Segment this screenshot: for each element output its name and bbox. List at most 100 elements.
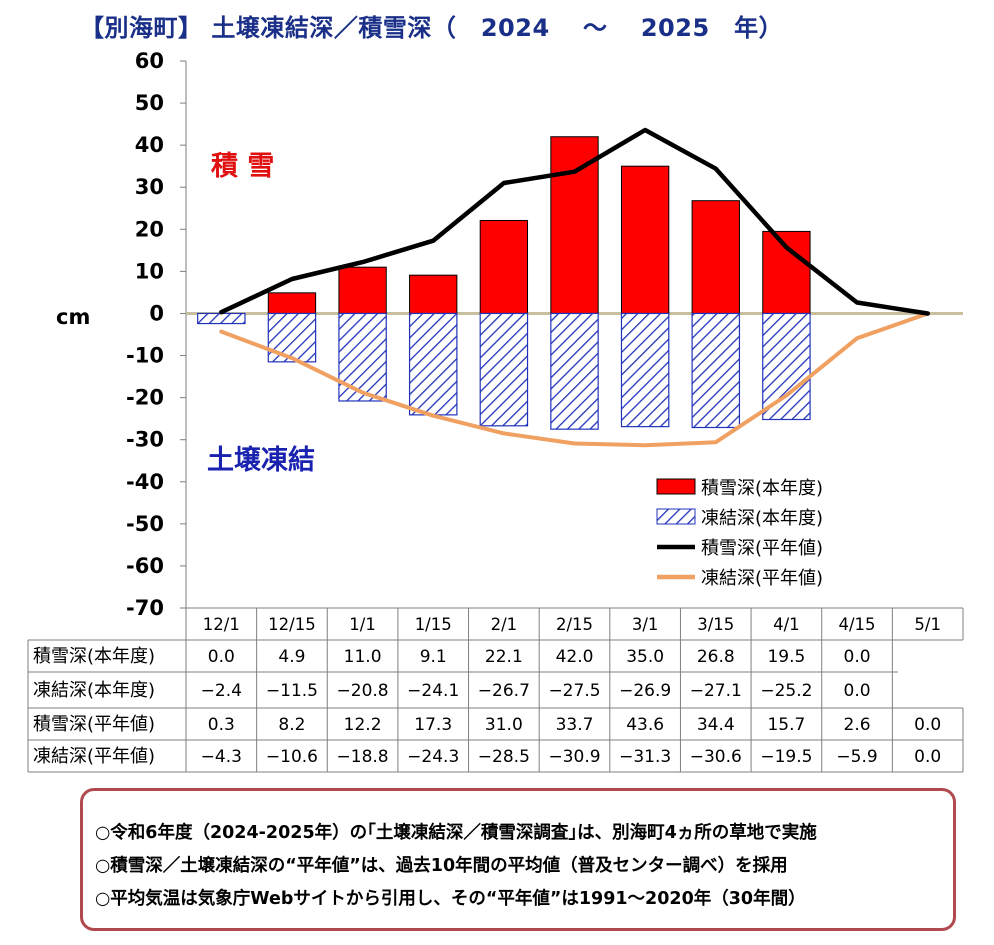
table-cell: 0.3: [208, 715, 235, 735]
snow-bar: [479, 219, 529, 314]
table-cell: 0.0: [914, 715, 941, 735]
y-tick-label: -60: [126, 554, 164, 578]
table-cell: −31.3: [619, 747, 671, 767]
legend-label: 積雪深(平年値): [701, 538, 823, 559]
x-tick-label: 5/1: [914, 615, 941, 634]
table-cell: −24.1: [407, 681, 459, 701]
snow-annotation: 積 雪: [211, 151, 274, 182]
table-cell: 42.0: [556, 647, 594, 667]
y-tick-label: -30: [126, 428, 164, 452]
y-axis-label: cm: [56, 305, 90, 329]
x-tick-label: 1/1: [349, 615, 376, 634]
y-tick-label: 30: [135, 175, 164, 199]
table-cell: −4.3: [201, 747, 242, 767]
frost-bar: [550, 312, 599, 430]
table-cell: −2.4: [201, 681, 242, 701]
table-cell: 11.0: [344, 647, 382, 667]
snow-bar: [762, 230, 811, 314]
chart-title: 【別海町】 土壌凍結深／積雪深（ 2024 ～ 2025 年）: [80, 14, 784, 42]
y-tick-label: 60: [135, 49, 164, 73]
table-row-header: 積雪深(本年度): [33, 646, 155, 667]
table-cell: −25.2: [760, 681, 812, 701]
table-row-header: 積雪深(平年値): [33, 714, 155, 735]
x-tick-label: 3/1: [632, 615, 659, 634]
table-cell: 0.0: [208, 647, 235, 667]
frost-bar: [197, 312, 246, 325]
table-cell: −18.8: [337, 747, 389, 767]
table-cell: 31.0: [485, 715, 523, 735]
table-cell: 22.1: [485, 647, 523, 667]
table-cell: 17.3: [414, 715, 452, 735]
snow-bar: [267, 292, 317, 314]
notes-box: ○令和6年度（2024-2025年）の｢土壌凍結深／積雪深調査｣は、別海町4ヵ所…: [80, 788, 956, 931]
table-cell: −27.5: [548, 681, 600, 701]
x-tick-label: 3/15: [697, 615, 734, 634]
table-cell: −19.5: [760, 747, 812, 767]
table-cell: 0.0: [914, 747, 941, 767]
frost-bar: [762, 312, 811, 421]
y-tick-label: 10: [135, 259, 164, 283]
table-cell: 0.0: [844, 647, 871, 667]
table-cell: 15.7: [767, 715, 805, 735]
frost-bar: [267, 312, 317, 363]
snow-bar: [338, 266, 387, 314]
x-tick-label: 2/1: [491, 615, 518, 634]
table-cell: 43.6: [626, 715, 664, 735]
y-tick-label: -50: [126, 512, 164, 536]
table-row-header: 凍結深(平年値): [33, 746, 155, 767]
y-tick-label: -10: [126, 344, 164, 368]
frost-bar: [338, 312, 387, 402]
table-cell: 4.9: [278, 647, 305, 667]
x-tick-label: 4/1: [773, 615, 800, 634]
table-cell: 33.7: [556, 715, 594, 735]
table-cell: −30.6: [690, 747, 742, 767]
snow-normal-line: [219, 127, 930, 316]
y-tick-label: -20: [126, 386, 164, 410]
table-cell: −24.3: [407, 747, 459, 767]
x-tick-label: 12/15: [268, 615, 316, 634]
legend-label: 積雪深(本年度): [701, 478, 823, 499]
y-tick-label: 40: [135, 133, 164, 157]
x-tick-label: 4/15: [839, 615, 876, 634]
snow-bar: [409, 274, 458, 314]
table-cell: 19.5: [767, 647, 805, 667]
table-cell: 8.2: [278, 715, 305, 735]
x-tick-label: 12/1: [203, 615, 240, 634]
x-tick-label: 1/15: [415, 615, 452, 634]
y-tick-label: 50: [135, 91, 164, 115]
table-cell: −10.6: [266, 747, 318, 767]
note-line: ○積雪深／土壌凍結深の“平年値”は、過去10年間の平均値（普及センター調べ）を採…: [95, 856, 788, 876]
legend-label: 凍結深(平年値): [701, 568, 823, 589]
y-tick-label: 20: [135, 217, 164, 241]
frost-bar: [479, 312, 529, 427]
legend-swatch: [656, 508, 696, 525]
frost-annotation: 土壌凍結: [207, 444, 315, 476]
frost-normal-line: [219, 311, 930, 448]
snow-bar: [620, 165, 670, 314]
table-cell: −11.5: [266, 681, 318, 701]
table-cell: −28.5: [478, 747, 530, 767]
frost-bar: [691, 312, 741, 429]
snow-bar: [550, 136, 599, 314]
y-tick-label: -40: [126, 470, 164, 494]
table-cell: 2.6: [844, 715, 871, 735]
frost-snow-chart: 60 50 40 30 20 10 0 -10 -20 -30 -40 -50 -60 -70 cm 積 雪…: [27, 49, 964, 773]
table-cell: −26.9: [619, 681, 671, 701]
table-cell: 26.8: [697, 647, 735, 667]
frost-bar: [620, 312, 670, 428]
snow-bar: [691, 200, 740, 314]
table-cell: −27.1: [690, 681, 742, 701]
table-cell: 0.0: [844, 681, 871, 701]
table-cell: −5.9: [836, 747, 877, 767]
note-line: ○平均気温は気象庁Webサイトから引用し、その“平年値”は1991～2020年（…: [95, 889, 806, 909]
x-tick-label: 2/15: [556, 615, 593, 634]
legend-label: 凍結深(本年度): [701, 508, 823, 529]
note-line: ○令和6年度（2024-2025年）の｢土壌凍結深／積雪深調査｣は、別海町4ヵ所…: [95, 823, 817, 843]
table-cell: −30.9: [548, 747, 600, 767]
table-cell: 35.0: [626, 647, 664, 667]
table-cell: −20.8: [337, 681, 389, 701]
table-cell: 12.2: [344, 715, 382, 735]
y-tick-label: 0: [149, 301, 164, 325]
legend-swatch: [656, 478, 696, 495]
table-cell: −26.7: [478, 681, 530, 701]
